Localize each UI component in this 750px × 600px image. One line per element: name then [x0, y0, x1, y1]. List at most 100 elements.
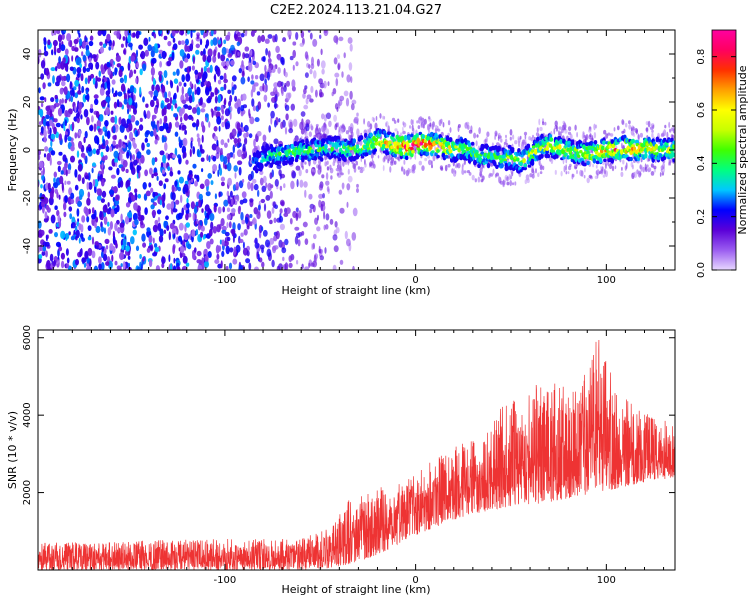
band-speckle: [383, 116, 386, 120]
noise-speckle: [190, 201, 195, 210]
noise-speckle: [237, 31, 241, 37]
noise-speckle: [200, 67, 204, 76]
signal-cell: [602, 140, 606, 145]
noise-speckle: [83, 136, 86, 143]
spectrogram-x-axis-label: Height of straight line (km): [281, 284, 430, 297]
snr-series-line: [38, 339, 675, 570]
noise-speckle: [88, 62, 94, 70]
band-speckle: [518, 140, 521, 148]
noise-speckle: [153, 243, 158, 248]
noise-speckle: [186, 202, 190, 209]
signal-cell: [526, 143, 531, 150]
noise-speckle: [63, 211, 67, 218]
noise-speckle: [286, 80, 290, 87]
noise-speckle: [77, 200, 82, 207]
noise-speckle: [127, 108, 130, 115]
noise-speckle: [183, 104, 189, 109]
noise-speckle: [196, 106, 201, 116]
noise-speckle: [42, 166, 45, 176]
noise-speckle: [254, 117, 260, 123]
signal-cell: [523, 166, 527, 171]
noise-speckle: [124, 74, 127, 84]
noise-speckle: [205, 44, 208, 49]
noise-speckle: [303, 104, 309, 110]
band-speckle: [475, 140, 478, 147]
noise-speckle: [45, 204, 50, 210]
band-speckle: [632, 172, 636, 177]
noise-speckle: [61, 80, 66, 87]
noise-speckle: [307, 30, 311, 33]
noise-speckle: [248, 262, 252, 270]
noise-speckle: [271, 259, 275, 268]
noise-speckle: [318, 193, 324, 199]
band-speckle: [412, 119, 414, 125]
noise-speckle: [193, 206, 198, 215]
y-tick-label: 2000: [22, 480, 33, 505]
band-speckle: [607, 161, 610, 167]
noise-speckle: [181, 86, 184, 95]
noise-speckle: [285, 207, 291, 215]
noise-speckle: [175, 199, 180, 205]
noise-speckle: [163, 115, 167, 125]
noise-speckle: [179, 60, 184, 69]
noise-speckle: [216, 224, 221, 233]
band-speckle: [595, 164, 598, 169]
noise-speckle: [225, 60, 230, 67]
noise-speckle: [274, 33, 278, 43]
noise-speckle: [38, 49, 42, 58]
noise-speckle: [83, 153, 86, 160]
noise-speckle: [178, 108, 183, 117]
noise-speckle: [150, 90, 153, 98]
noise-speckle: [65, 169, 68, 177]
noise-speckle: [180, 40, 186, 45]
noise-speckle: [152, 78, 156, 87]
noise-speckle: [101, 167, 104, 175]
noise-speckle: [192, 146, 196, 155]
band-speckle: [585, 133, 589, 141]
noise-speckle: [163, 106, 167, 116]
noise-speckle: [49, 127, 52, 136]
noise-speckle: [135, 120, 140, 126]
noise-speckle: [292, 49, 297, 59]
noise-speckle: [299, 121, 304, 131]
noise-speckle: [329, 218, 334, 225]
band-speckle: [593, 132, 597, 139]
noise-speckle: [140, 215, 145, 221]
noise-speckle: [166, 203, 172, 210]
noise-speckle: [123, 49, 126, 55]
noise-speckle: [309, 32, 313, 40]
band-speckle: [614, 165, 617, 170]
noise-speckle: [238, 166, 242, 176]
noise-speckle: [235, 181, 239, 191]
noise-speckle: [295, 213, 299, 221]
band-speckle: [644, 163, 647, 170]
noise-speckle: [269, 190, 273, 199]
noise-speckle: [349, 43, 353, 52]
noise-speckle: [273, 217, 277, 224]
noise-speckle: [174, 180, 178, 188]
noise-speckle: [219, 167, 223, 176]
noise-speckle: [173, 233, 176, 239]
noise-speckle: [106, 130, 111, 139]
noise-speckle: [292, 64, 295, 71]
signal-cell: [399, 151, 404, 157]
signal-cell: [286, 144, 290, 149]
band-speckle: [603, 129, 607, 135]
band-speckle: [411, 124, 414, 132]
noise-speckle: [334, 221, 338, 228]
noise-speckle: [278, 215, 284, 223]
noise-speckle: [228, 221, 232, 229]
noise-speckle: [194, 174, 198, 179]
noise-speckle: [148, 235, 153, 243]
noise-speckle: [287, 30, 292, 38]
noise-speckle: [206, 55, 212, 63]
noise-speckle: [192, 212, 195, 222]
noise-speckle: [220, 176, 225, 182]
band-speckle: [369, 162, 371, 168]
y-tick-label: 20: [22, 96, 33, 109]
noise-speckle: [206, 97, 212, 104]
noise-speckle: [293, 118, 298, 127]
noise-speckle: [341, 184, 345, 190]
noise-speckle: [213, 30, 217, 35]
signal-cell: [404, 155, 409, 161]
